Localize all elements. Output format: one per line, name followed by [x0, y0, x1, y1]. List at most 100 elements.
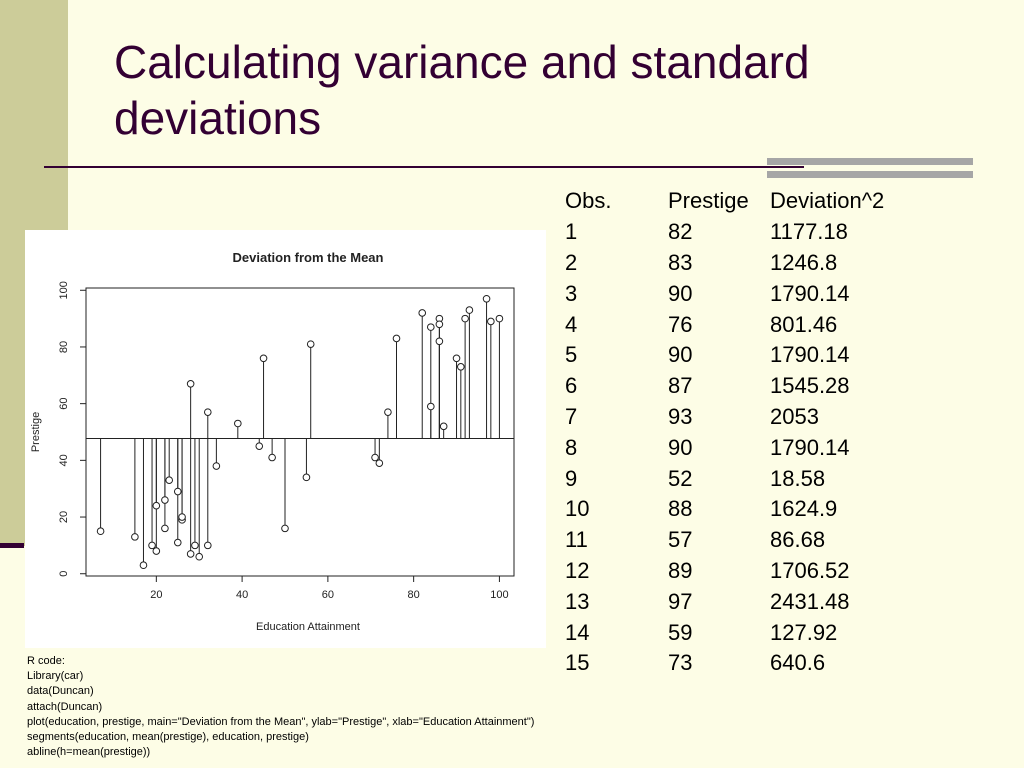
table-cell-deviation: 1177.18	[770, 219, 848, 245]
data-point	[495, 314, 504, 323]
table-cell-prestige: 90	[668, 342, 693, 368]
table-row: 12 89 1706.52	[565, 556, 910, 587]
data-point	[457, 363, 465, 371]
code-line: Library(car)	[27, 670, 84, 683]
x-axis-label: Education Attainment	[256, 621, 360, 633]
table-cell-deviation: 1790.14	[770, 280, 850, 306]
data-point	[152, 547, 161, 555]
data-point	[148, 541, 156, 550]
table-row: 1 82 1177.18	[565, 217, 910, 248]
data-point	[173, 487, 182, 496]
data-point	[384, 408, 392, 416]
data-point	[268, 453, 276, 462]
table-row: 5 90 1790.14	[565, 340, 910, 371]
x-tick-label: 100	[490, 589, 508, 601]
r-code-block: R code: Library(car) data(Duncan) attach…	[27, 654, 727, 760]
code-line: abline(h=mean(prestige))	[27, 746, 151, 759]
deviation-chart: Deviation from the Mean Education Attainm…	[25, 230, 546, 648]
table-cell-deviation: 1706.52	[770, 557, 850, 583]
data-point	[165, 476, 173, 484]
code-line: segments(education, mean(prestige), educ…	[27, 731, 309, 744]
data-point	[392, 334, 401, 343]
data-point	[161, 496, 169, 504]
data-point	[173, 538, 182, 547]
data-point	[375, 459, 384, 467]
data-point	[131, 533, 139, 541]
table-cell-deviation: 801.46	[770, 311, 838, 337]
table-cell-obs: 7	[565, 403, 578, 429]
data-point	[161, 524, 169, 533]
data-point	[452, 354, 461, 363]
data-point	[427, 323, 435, 331]
plot-frame	[85, 287, 515, 577]
data-point	[418, 309, 427, 317]
data-point	[461, 314, 469, 323]
deviation-table: Obs. Prestige Deviation^2 1 82 1177.18 2 83…	[565, 186, 910, 679]
x-tick-label: 20	[150, 589, 162, 601]
table-cell-prestige: 76	[668, 311, 693, 337]
y-tick-label: 0	[58, 571, 70, 577]
data-point	[191, 541, 199, 550]
data-point	[152, 501, 161, 510]
data-point	[255, 442, 264, 450]
table-row: 2 83 1246.8	[565, 248, 910, 279]
data-point	[234, 419, 242, 428]
table-cell-obs: 1	[565, 219, 578, 245]
table-cell-obs: 14	[565, 619, 590, 645]
table-cell-deviation: 1624.9	[770, 496, 838, 522]
divider-accent-bar	[767, 158, 973, 165]
column-header-obs: Obs.	[565, 188, 612, 214]
table-row: 7 93 2053	[565, 402, 910, 433]
data-point	[96, 527, 105, 536]
data-point	[203, 408, 212, 416]
data-point	[427, 402, 435, 411]
data-point	[186, 380, 195, 388]
table-cell-obs: 10	[565, 496, 590, 522]
code-line: plot(education, prestige, main="Deviatio…	[27, 715, 535, 728]
data-point	[212, 462, 221, 470]
data-point	[259, 354, 268, 363]
data-point	[435, 337, 444, 346]
table-cell-prestige: 73	[668, 650, 693, 676]
table-cell-obs: 12	[565, 557, 590, 583]
table-cell-obs: 5	[565, 342, 578, 368]
table-cell-prestige: 59	[668, 619, 693, 645]
table-cell-obs: 4	[565, 311, 578, 337]
table-cell-prestige: 82	[668, 219, 693, 245]
table-cell-deviation: 640.6	[770, 650, 826, 676]
table-row: 3 90 1790.14	[565, 278, 910, 309]
table-cell-prestige: 89	[668, 557, 693, 583]
data-point	[482, 294, 491, 303]
column-header-prestige: Prestige	[668, 188, 749, 214]
table-row: 14 59 127.92	[565, 617, 910, 648]
table-cell-obs: 9	[565, 465, 578, 491]
table-cell-obs: 13	[565, 588, 590, 614]
table-cell-prestige: 87	[668, 373, 693, 399]
table-row: 8 90 1790.14	[565, 432, 910, 463]
data-point	[302, 473, 311, 482]
y-tick-label: 100	[58, 281, 70, 299]
column-header-deviation: Deviation^2	[770, 188, 885, 214]
table-cell-prestige: 97	[668, 588, 693, 614]
code-line: R code:	[27, 655, 65, 667]
data-point	[203, 541, 212, 550]
title-divider	[44, 166, 804, 168]
code-line: attach(Duncan)	[27, 700, 103, 713]
slide-title: Calculating variance and standard deviat…	[114, 36, 810, 144]
table-cell-obs: 8	[565, 434, 578, 460]
table-header-row: Obs. Prestige Deviation^2	[565, 186, 910, 217]
y-axis-label: Prestige	[30, 412, 42, 452]
table-cell-prestige: 93	[668, 403, 693, 429]
table-cell-obs: 3	[565, 280, 578, 306]
data-point	[306, 340, 315, 348]
table-cell-deviation: 1790.14	[770, 342, 850, 368]
table-row: 6 87 1545.28	[565, 371, 910, 402]
y-tick-label: 20	[58, 511, 70, 523]
table-row: 4 76 801.46	[565, 309, 910, 340]
table-cell-prestige: 83	[668, 249, 693, 275]
table-row: 11 57 86.68	[565, 525, 910, 556]
data-point	[487, 317, 495, 326]
table-cell-prestige: 57	[668, 527, 693, 553]
code-line: data(Duncan)	[27, 685, 94, 698]
table-cell-obs: 15	[565, 650, 590, 676]
